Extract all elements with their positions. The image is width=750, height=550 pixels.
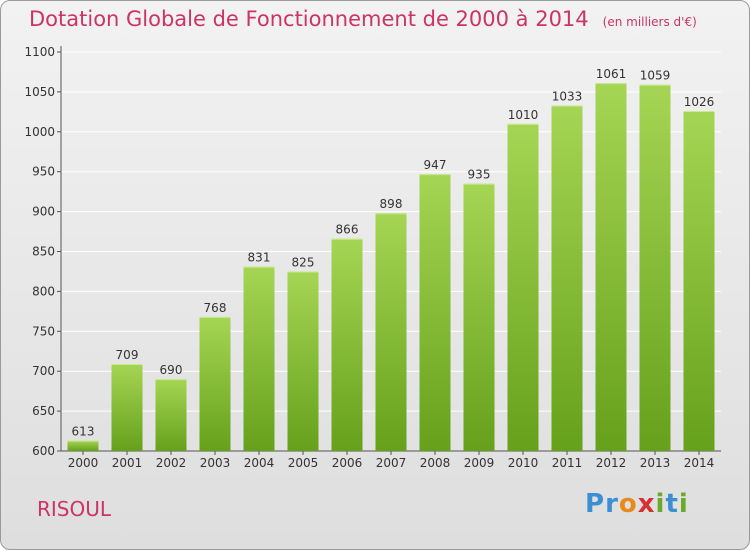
y-tick-label: 650 bbox=[32, 404, 55, 418]
bar-value-label: 709 bbox=[116, 348, 139, 362]
bar-2010 bbox=[507, 123, 539, 451]
bar-value-label: 1010 bbox=[508, 108, 539, 122]
bar-value-label: 898 bbox=[380, 197, 403, 211]
bar-2002 bbox=[155, 379, 187, 451]
logo-letter: r bbox=[605, 489, 619, 519]
proxiti-logo[interactable]: Proxiti bbox=[585, 489, 689, 519]
bar-2001 bbox=[111, 364, 143, 451]
x-tick-label: 2008 bbox=[420, 456, 451, 470]
x-tick-label: 2011 bbox=[552, 456, 583, 470]
x-tick-label: 2007 bbox=[376, 456, 407, 470]
bar-value-label: 935 bbox=[468, 168, 491, 182]
logo-letter: i bbox=[655, 489, 666, 519]
bar-value-label: 866 bbox=[336, 223, 359, 237]
y-tick-label: 1100 bbox=[24, 45, 55, 59]
logo-letter: i bbox=[678, 489, 689, 519]
bar-value-label: 1061 bbox=[596, 67, 627, 81]
bar-2013 bbox=[639, 84, 671, 451]
x-tick-label: 2005 bbox=[288, 456, 319, 470]
chart-unit: (en milliers d'€) bbox=[602, 15, 697, 29]
commune-name: RISOUL bbox=[37, 497, 112, 521]
x-tick-label: 2002 bbox=[156, 456, 187, 470]
x-tick-label: 2004 bbox=[244, 456, 275, 470]
y-tick-label: 950 bbox=[32, 165, 55, 179]
bar-value-label: 690 bbox=[160, 363, 183, 377]
chart-title-text: Dotation Globale de Fonctionnement de 20… bbox=[29, 7, 589, 31]
bar-2012 bbox=[595, 83, 627, 451]
logo-letter: t bbox=[665, 489, 679, 519]
bar-2007 bbox=[375, 213, 407, 451]
bar-2005 bbox=[287, 271, 319, 451]
bar-2006 bbox=[331, 238, 363, 451]
x-tick-label: 2003 bbox=[200, 456, 231, 470]
y-tick-label: 1050 bbox=[24, 85, 55, 99]
y-tick-label: 750 bbox=[32, 324, 55, 338]
bar-value-label: 1026 bbox=[684, 95, 715, 109]
x-tick-label: 2014 bbox=[684, 456, 715, 470]
y-tick-label: 1000 bbox=[24, 125, 55, 139]
x-tick-label: 2010 bbox=[508, 456, 539, 470]
bar-2011 bbox=[551, 105, 583, 451]
x-tick-label: 2000 bbox=[68, 456, 99, 470]
bar-value-label: 768 bbox=[204, 301, 227, 315]
logo-letter: o bbox=[618, 489, 638, 519]
bar-value-label: 613 bbox=[72, 425, 95, 439]
y-tick-label: 600 bbox=[32, 444, 55, 458]
x-tick-label: 2006 bbox=[332, 456, 363, 470]
y-tick-label: 850 bbox=[32, 245, 55, 259]
bar-2009 bbox=[463, 183, 495, 452]
y-tick-label: 800 bbox=[32, 284, 55, 298]
bar-2014 bbox=[683, 111, 715, 451]
y-tick-label: 900 bbox=[32, 205, 55, 219]
y-tick-label: 700 bbox=[32, 364, 55, 378]
x-tick-label: 2009 bbox=[464, 456, 495, 470]
logo-letter: P bbox=[585, 489, 606, 519]
bars bbox=[67, 83, 715, 452]
logo-letter: x bbox=[637, 489, 656, 519]
x-tick-label: 2013 bbox=[640, 456, 671, 470]
bar-2008 bbox=[419, 174, 451, 451]
bar-value-label: 1033 bbox=[552, 89, 583, 103]
bar-2000 bbox=[67, 440, 99, 451]
chart-title: Dotation Globale de Fonctionnement de 20… bbox=[29, 7, 697, 31]
bar-2004 bbox=[243, 266, 275, 451]
bar-value-label: 1059 bbox=[640, 69, 671, 83]
bar-value-label: 831 bbox=[248, 251, 271, 265]
bar-2003 bbox=[199, 316, 231, 451]
x-tick-label: 2001 bbox=[112, 456, 143, 470]
labels: 613 709 690 768 831 825 866 898 947 935 1010 1033 10… bbox=[72, 67, 715, 439]
bar-value-label: 825 bbox=[292, 255, 315, 269]
bar-value-label: 947 bbox=[424, 158, 447, 172]
x-tick-label: 2012 bbox=[596, 456, 627, 470]
